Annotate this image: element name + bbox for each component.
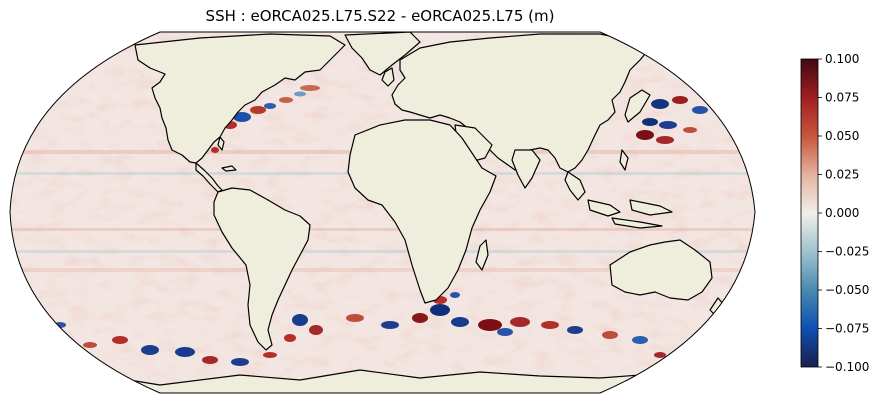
colorbar-tick-label: 0.100: [825, 52, 859, 66]
colorbar-tick-label: 0.025: [825, 168, 859, 182]
map-boundary: [9, 31, 756, 394]
india: [511, 149, 541, 189]
southern-ocean-eddies: [54, 304, 666, 366]
colorbar-tick-label: −0.025: [825, 245, 869, 259]
kuroshio-eddies: [636, 92, 716, 144]
gulf-stream-eddies: [211, 85, 320, 153]
colorbar-tick-label: −0.100: [825, 360, 869, 374]
colorbar-ticks: 0.100 0.075 0.050 0.025 0.000 −0.025 −0.050 −0.…: [818, 52, 869, 374]
greenland: [344, 32, 421, 76]
colorbar-tick-label: 0.000: [825, 206, 859, 220]
colorbar-tick-label: 0.050: [825, 129, 859, 143]
japan: [624, 89, 651, 123]
colorbar-tick-label: −0.075: [825, 322, 869, 336]
colorbar-tick-label: 0.075: [825, 91, 859, 105]
land: [10, 32, 755, 393]
map-title: SSH : eORCA025.L75.S22 - eORCA025.L75 (m…: [205, 7, 555, 25]
south-america: [213, 187, 311, 351]
colorbar-tick-label: −0.050: [825, 283, 869, 297]
australia: [609, 239, 713, 301]
colorbar-gradient: [800, 58, 819, 368]
north-america: [134, 33, 346, 164]
madagascar: [475, 239, 489, 271]
africa: [347, 119, 497, 304]
